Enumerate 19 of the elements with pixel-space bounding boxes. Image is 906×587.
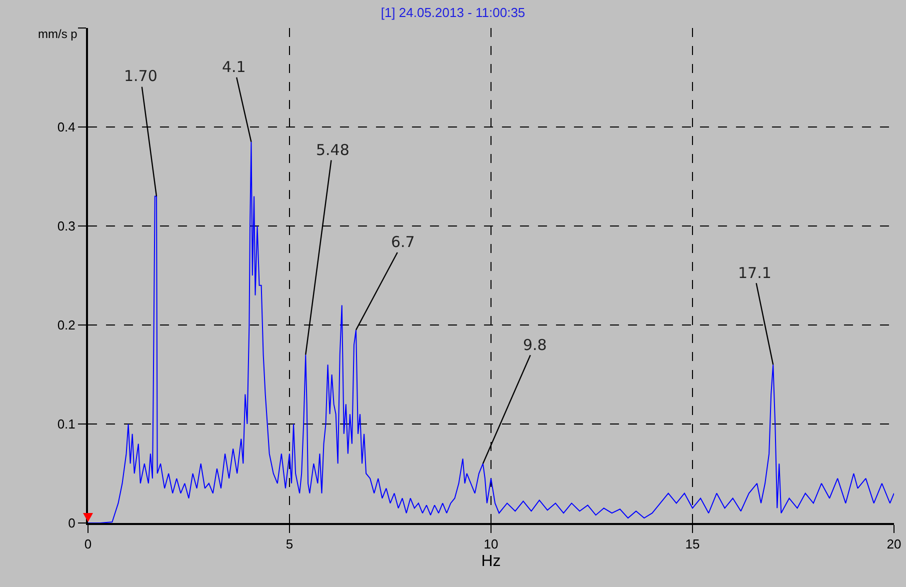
y-tick-label: 0.1 — [57, 416, 76, 432]
x-tick-label: 15 — [685, 536, 700, 552]
y-axis-title: mm/s p — [38, 27, 78, 41]
x-tick-label: 20 — [886, 536, 902, 552]
y-tick-label: 0 — [68, 516, 76, 531]
annotation: 4.1 — [222, 58, 246, 76]
y-tick-label: 0.4 — [57, 120, 76, 135]
x-axis-title: Hz — [481, 552, 501, 570]
chart-title: [1] 24.05.2013 - 11:00:35 — [380, 5, 526, 20]
y-tick-label: 0.3 — [57, 218, 76, 234]
x-tick-label: 5 — [286, 536, 294, 552]
annotation: 6.7 — [391, 233, 415, 251]
y-tick-label: 0.2 — [57, 318, 76, 333]
annotation: 17.1 — [738, 264, 772, 282]
x-tick-label: 0 — [84, 536, 92, 552]
annotation: 1.70 — [124, 67, 158, 85]
annotation: 5.48 — [316, 141, 350, 159]
x-tick-label: 10 — [484, 536, 498, 552]
annotation: 9.8 — [523, 336, 547, 354]
